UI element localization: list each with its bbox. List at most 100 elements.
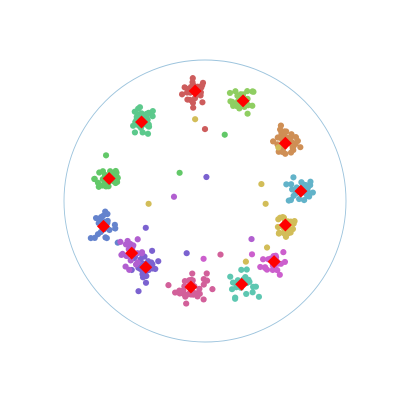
data-point: [302, 182, 309, 189]
data-point: [281, 230, 288, 237]
data-point: [255, 293, 263, 300]
data-point: [135, 288, 142, 295]
data-point: [289, 144, 296, 152]
data-point: [113, 178, 121, 186]
outlier-point: [242, 258, 249, 265]
points-layer: [87, 75, 316, 307]
data-point: [248, 251, 256, 258]
cluster-center-marker: [267, 255, 281, 269]
outlier-point: [248, 235, 255, 243]
outlier-points: [117, 116, 282, 265]
data-point: [245, 276, 252, 283]
data-point: [91, 175, 98, 183]
cluster-center-marker: [139, 260, 153, 274]
data-point: [143, 272, 150, 280]
data-point: [257, 263, 264, 271]
data-point: [288, 181, 295, 188]
data-point: [297, 144, 304, 151]
cluster-center-marker: [125, 246, 139, 260]
data-point: [111, 221, 118, 228]
data-point: [189, 270, 196, 277]
outlier-point: [275, 144, 282, 151]
data-point: [134, 236, 141, 243]
cluster-center-marker: [188, 84, 202, 98]
data-point: [238, 266, 245, 273]
cluster-center-marker: [235, 277, 249, 291]
data-point: [99, 182, 106, 189]
outlier-point: [258, 180, 265, 188]
data-point: [289, 186, 296, 193]
data-point: [103, 235, 110, 242]
cluster-center-marker: [278, 218, 292, 232]
data-point: [191, 95, 199, 102]
data-point: [259, 256, 267, 263]
data-point: [283, 181, 290, 188]
cluster-center-marker: [96, 219, 110, 233]
data-point: [196, 285, 203, 292]
data-point: [244, 110, 251, 117]
data-point: [296, 195, 303, 203]
outlier-point: [221, 131, 228, 138]
data-point: [292, 134, 300, 141]
data-point: [280, 249, 287, 256]
centers-layer: [96, 84, 308, 294]
boundary-layer: [63, 59, 347, 343]
outlier-point: [145, 200, 152, 207]
cluster-center-marker: [278, 136, 292, 150]
cluster-6: [248, 249, 289, 278]
data-point: [243, 290, 250, 298]
data-point: [236, 105, 243, 112]
data-point: [279, 148, 286, 155]
cluster-center-marker: [294, 184, 308, 198]
data-point: [87, 235, 94, 242]
outlier-point: [142, 224, 149, 231]
outlier-point: [201, 125, 209, 133]
outlier-point: [263, 244, 271, 251]
cluster-center-marker: [102, 171, 116, 185]
data-point: [122, 263, 129, 270]
data-point: [97, 214, 105, 221]
data-point: [190, 291, 197, 298]
data-point: [152, 265, 159, 273]
data-point: [189, 99, 197, 106]
outlier-point: [217, 251, 224, 258]
data-point: [124, 237, 131, 245]
data-point: [270, 138, 277, 145]
data-point: [183, 300, 190, 307]
cluster-center-marker: [184, 280, 198, 294]
data-point: [277, 126, 284, 133]
data-point: [135, 105, 142, 112]
data-point: [232, 88, 239, 95]
data-point: [227, 273, 234, 280]
cluster-center-marker: [135, 115, 149, 129]
data-point: [307, 178, 314, 185]
outlier-point: [192, 116, 199, 123]
outlier-point: [203, 173, 210, 181]
data-point: [228, 286, 236, 293]
outlier-point: [170, 193, 178, 200]
data-point: [102, 152, 110, 159]
data-point: [200, 296, 207, 303]
cluster-center-marker: [236, 94, 250, 108]
data-point: [199, 99, 206, 106]
outlier-point: [183, 250, 190, 257]
data-point: [243, 266, 250, 273]
outlier-point: [200, 255, 207, 262]
data-point: [113, 173, 121, 181]
data-point: [190, 104, 197, 111]
data-point: [178, 91, 186, 98]
data-point: [304, 192, 311, 200]
data-point: [133, 113, 141, 120]
data-point: [118, 251, 125, 259]
data-point: [290, 174, 297, 181]
data-point: [287, 196, 295, 204]
data-point: [281, 258, 289, 266]
outlier-point: [117, 238, 124, 245]
cluster-12: [91, 152, 121, 190]
data-point: [184, 96, 191, 103]
data-point: [275, 230, 283, 237]
data-point: [189, 75, 196, 82]
data-point: [230, 102, 237, 109]
data-point: [155, 258, 162, 265]
